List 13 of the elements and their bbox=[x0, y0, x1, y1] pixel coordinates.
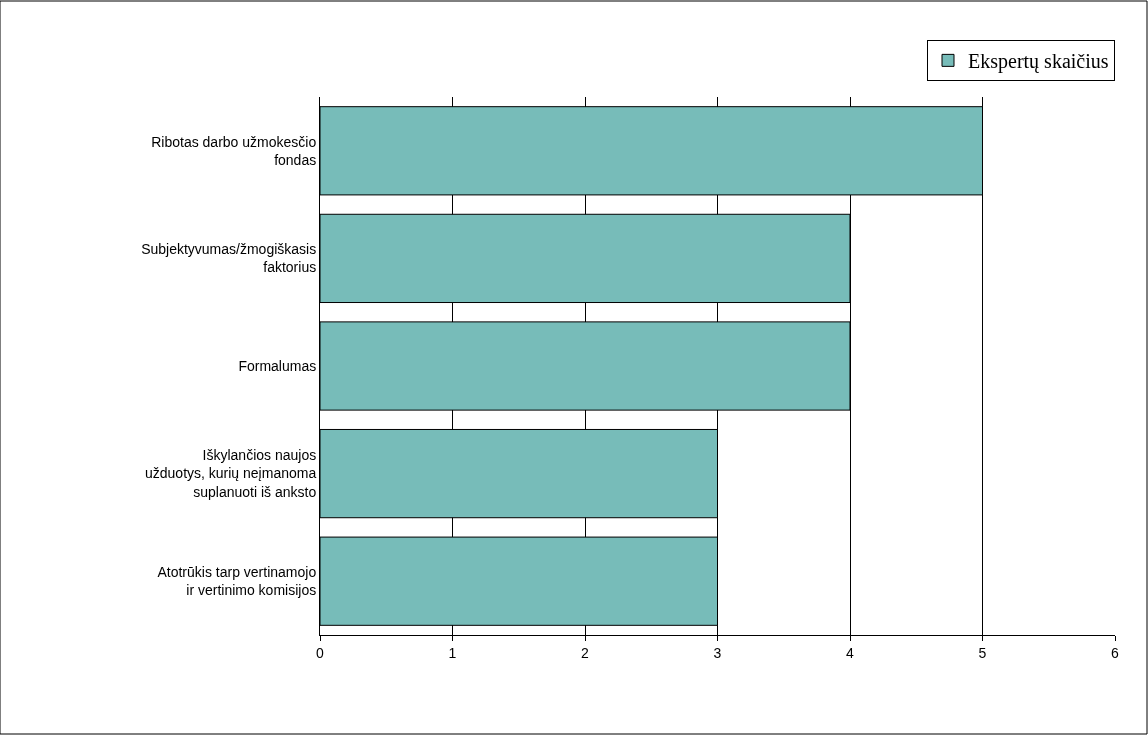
y-tick-label: Ribotas darbo užmokesčio fondas bbox=[151, 133, 317, 168]
legend-label: Ekspertų skaičius bbox=[968, 50, 1109, 74]
y-tick-label: Atotrūkis tarp vertinamojo ir vertinimo komisijos bbox=[157, 564, 317, 599]
x-tick-label: 3 bbox=[713, 644, 722, 661]
x-tick-label: 1 bbox=[448, 644, 457, 661]
x-tick-label: 0 bbox=[316, 644, 325, 661]
y-tick-label: Iškylančios naujos užduotys, kurių neįmanoma suplanuoti iš anksto bbox=[145, 447, 317, 500]
y-tick-label: Formalumas bbox=[238, 357, 317, 374]
x-tick-label: 4 bbox=[846, 644, 855, 661]
x-tick-label: 5 bbox=[978, 644, 987, 661]
x-tick-label: 2 bbox=[581, 644, 590, 661]
y-tick-label: Subjektyvumas/žmogiškasis faktorius bbox=[141, 241, 317, 276]
x-tick-label: 6 bbox=[1111, 644, 1120, 661]
